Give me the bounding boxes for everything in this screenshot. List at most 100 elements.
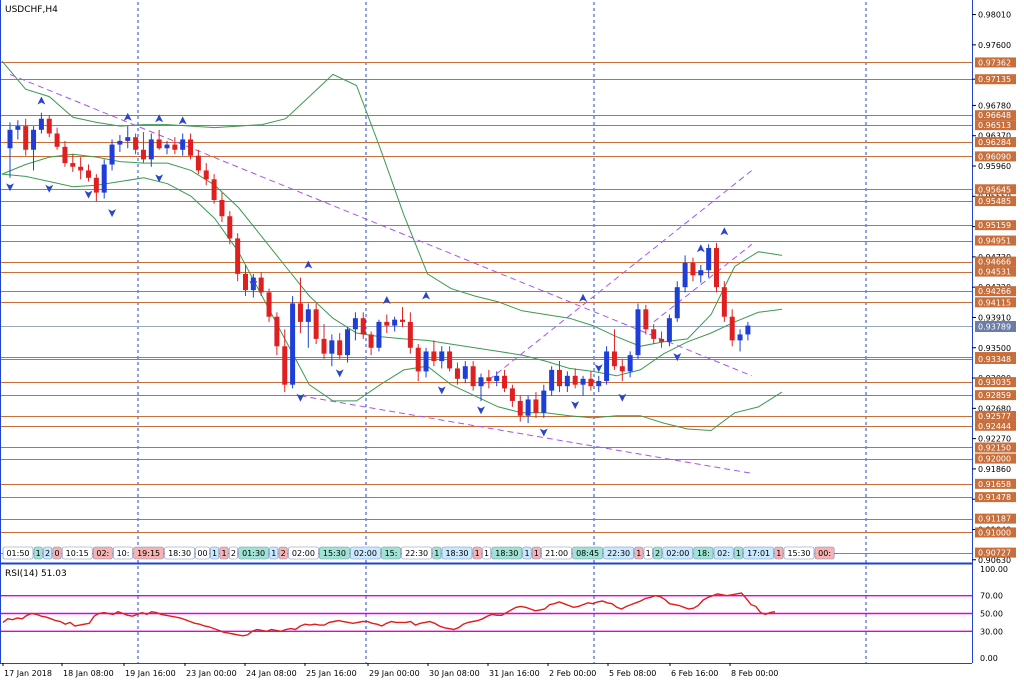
candle-body (211, 179, 217, 200)
candle-body (698, 270, 704, 276)
bull-candle (706, 244, 712, 278)
rsi-tick-label: 70.00 (980, 592, 1003, 601)
level-price-tag: 0.91000 (975, 527, 1016, 538)
time-chip-label: 1 (646, 549, 651, 558)
candle-body (23, 126, 29, 150)
candle-body (274, 316, 280, 347)
candle-body (604, 351, 610, 381)
time-tick-label: 30 Jan 08:00 (429, 669, 480, 678)
time-chip-label: 18:30 (445, 549, 468, 558)
time-tick-label: 19 Jan 16:00 (125, 669, 176, 678)
level-price-tag-label: 0.95485 (978, 197, 1011, 206)
trend-channel-lines (9, 73, 753, 474)
bear-candle (133, 133, 139, 155)
level-price-tag-label: 0.92444 (978, 422, 1011, 431)
time-chip-label: 08:45 (576, 549, 599, 558)
level-price-tag-bg (975, 442, 1016, 453)
bear-candle (384, 314, 390, 333)
level-price-tag: 0.91187 (975, 513, 1016, 524)
time-chip-label: 0 (54, 549, 59, 558)
time-chip-bg (269, 546, 279, 560)
time-chip-label: 19:15 (137, 549, 160, 558)
time-chip-label: 17:01 (747, 549, 770, 558)
bull-candle (7, 122, 13, 178)
bear-candle (431, 340, 437, 367)
level-price-tag-bg (975, 220, 1016, 231)
candle-body (651, 329, 657, 339)
bear-candle (415, 344, 421, 381)
candle-body (572, 375, 578, 385)
fractal-up-icon (123, 112, 132, 121)
candle-body (721, 287, 727, 317)
time-chip: 15: (381, 546, 401, 560)
bull-candle (635, 303, 641, 359)
fractal-up-icon (178, 116, 187, 125)
time-chip-label: 02: (96, 549, 109, 558)
candle-body (227, 216, 233, 239)
candle-body (109, 144, 115, 165)
fractal-up-icon (579, 293, 588, 302)
rsi-label: RSI(14) 51.03 (5, 569, 67, 579)
bull-candle (180, 133, 186, 156)
time-chip: 1 (269, 546, 279, 560)
time-chip-label: 2 (281, 549, 286, 558)
time-chip: 02:00 (350, 546, 381, 560)
bear-candle (243, 265, 248, 297)
level-price-tag-bg (975, 420, 1016, 431)
time-chip: 2 (43, 546, 53, 560)
fractal-up-icon (382, 295, 391, 304)
level-price-tag-bg (975, 297, 1016, 308)
bull-candle (666, 314, 672, 347)
candle-body (635, 309, 641, 356)
candle-body (266, 292, 272, 317)
bull-candle (682, 255, 688, 293)
level-price-tag-label: 0.91000 (978, 528, 1011, 537)
candle-body (345, 329, 351, 356)
bull-candle (674, 281, 680, 322)
bull-candle (345, 327, 351, 363)
time-chip-bg (350, 546, 381, 560)
bear-candle (337, 332, 343, 359)
bull-candle (392, 316, 398, 332)
time-chip-bg (210, 546, 220, 560)
time-chip-label: 1 (221, 549, 226, 558)
time-chip: 02: (92, 546, 113, 560)
time-chip-label: 00 (197, 549, 207, 558)
level-price-tag-label: 0.92150 (978, 443, 1011, 452)
level-price-tag: 0.94266 (975, 286, 1016, 297)
candle-body (86, 170, 91, 178)
level-price-tag-bg (975, 110, 1016, 121)
time-chip-label: 00: (818, 549, 831, 558)
level-price-tag-label: 0.94666 (978, 258, 1011, 267)
rsi-tick-label: 100.00 (980, 565, 1008, 574)
time-chip-bg (774, 546, 784, 560)
level-price-tag-label: 0.96284 (978, 138, 1011, 147)
level-price-tag-label: 0.96090 (978, 152, 1011, 161)
candle-body (15, 126, 21, 130)
time-chip-label: 21:00 (545, 549, 568, 558)
bull-candle (101, 159, 107, 199)
rsi-panel (1, 592, 972, 637)
time-chip-label: 18: (697, 549, 710, 558)
fractal-markers (6, 96, 729, 437)
level-price-tag-label: 0.94115 (978, 298, 1011, 307)
candle-body (541, 390, 547, 413)
bear-candle (533, 392, 539, 418)
candle-body (384, 321, 390, 326)
bear-candle (266, 288, 272, 322)
bull-candle (109, 139, 115, 171)
candle-body (313, 309, 319, 339)
time-chip: 02: (713, 546, 734, 560)
time-chip: 10:15 (61, 546, 93, 560)
bear-candle (611, 329, 617, 370)
fractal-down-icon (108, 209, 117, 218)
candle-body (164, 144, 170, 149)
time-chip-label: 2 (655, 549, 660, 558)
candle-body (470, 366, 476, 387)
time-chip-label: 18:30 (495, 549, 518, 558)
time-chip: 21:00 (541, 546, 572, 560)
level-price-tag: 0.95485 (975, 196, 1016, 207)
time-chip-label: 1 (736, 549, 741, 558)
bear-candle (729, 309, 735, 347)
